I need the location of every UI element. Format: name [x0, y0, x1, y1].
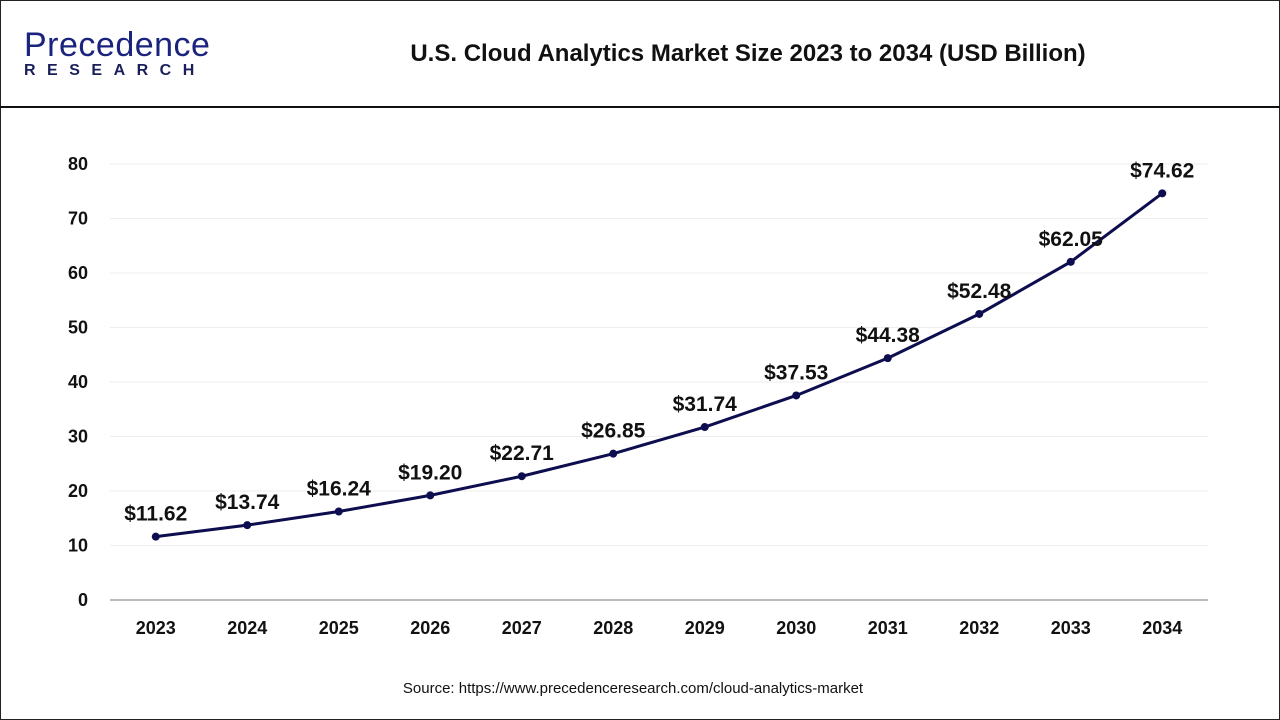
x-tick-label: 2032 [959, 618, 999, 638]
data-label: $11.62 [124, 503, 187, 526]
data-label: $22.71 [490, 442, 555, 465]
y-tick-label: 30 [68, 427, 88, 447]
data-point [334, 507, 343, 516]
data-label: $13.74 [215, 491, 280, 514]
series-line [155, 192, 1164, 539]
y-tick-label: 10 [68, 536, 88, 556]
x-tick-label: 2026 [410, 618, 450, 638]
data-label: $31.74 [673, 393, 738, 416]
data-point [243, 521, 252, 530]
header: Precedence RESEARCH U.S. Cloud Analytics… [0, 0, 1280, 108]
data-point [1158, 189, 1167, 198]
x-tick-label: 2027 [502, 618, 542, 638]
data-label: $52.48 [947, 280, 1012, 303]
data-point [700, 423, 709, 432]
x-tick-label: 2034 [1142, 618, 1182, 638]
data-label: $26.85 [581, 420, 646, 443]
data-point [1066, 257, 1075, 266]
y-tick-label: 20 [68, 481, 88, 501]
precedence-research-logo: Precedence RESEARCH [24, 28, 210, 80]
y-tick-label: 40 [68, 372, 88, 392]
data-point [151, 532, 160, 541]
data-label: $44.38 [856, 324, 921, 347]
y-tick-label: 60 [68, 263, 88, 283]
x-tick-label: 2025 [319, 618, 359, 638]
data-label: $74.62 [1130, 159, 1194, 182]
x-tick-label: 2030 [776, 618, 816, 638]
data-label: $37.53 [764, 361, 828, 384]
logo-subtext: RESEARCH [24, 62, 206, 79]
x-tick-label: 2029 [685, 618, 725, 638]
data-point [975, 309, 984, 318]
y-tick-label: 70 [68, 209, 88, 229]
data-point [609, 449, 618, 458]
y-tick-label: 50 [68, 318, 88, 338]
data-label: $16.24 [307, 477, 372, 500]
data-label: $19.20 [398, 461, 462, 484]
data-label: $62.05 [1039, 228, 1104, 251]
data-point [517, 472, 526, 481]
x-tick-label: 2024 [227, 618, 267, 638]
x-tick-label: 2028 [593, 618, 633, 638]
data-point [883, 354, 892, 363]
y-tick-label: 0 [78, 590, 88, 610]
data-point [792, 391, 801, 400]
chart-title: U.S. Cloud Analytics Market Size 2023 to… [410, 40, 1086, 67]
logo-text: Precedence [24, 26, 211, 64]
y-tick-label: 80 [68, 154, 88, 174]
data-point [426, 491, 435, 500]
x-tick-label: 2033 [1051, 618, 1091, 638]
source-text: Source: https://www.precedenceresearch.c… [402, 680, 864, 697]
x-tick-label: 2023 [136, 618, 176, 638]
x-tick-label: 2031 [868, 618, 908, 638]
